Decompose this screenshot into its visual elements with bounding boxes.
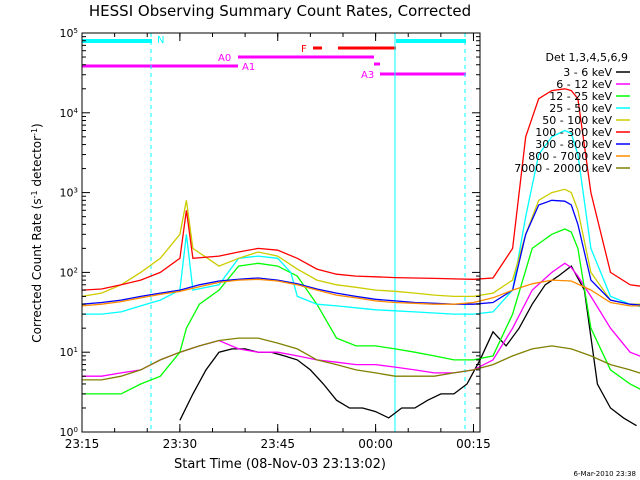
- legend-label-50-100-kev: 50 - 100 keV: [542, 114, 612, 127]
- flag-label-a3: A3: [361, 70, 374, 81]
- legend-label-25-50-kev: 25 - 50 keV: [549, 102, 612, 115]
- footer-date: 6-Mar-2010 23:38: [574, 470, 636, 478]
- y-tick-label: 100: [60, 426, 78, 439]
- series-line-3-6-kev: [179, 265, 637, 427]
- series-line-7000-20000-kev: [82, 337, 640, 381]
- series-line-300-800-kev: [81, 199, 640, 306]
- series-line-100-300-kev: [81, 88, 640, 291]
- x-tick-label: 00:00: [358, 437, 393, 451]
- series-line-50-100-kev: [81, 188, 640, 305]
- x-axis-label: Start Time (08-Nov-03 23:13:02): [174, 457, 386, 472]
- x-tick-label: 00:15: [456, 437, 491, 451]
- legend-label-7000-20000-kev: 7000 - 20000 keV: [514, 162, 612, 175]
- series-layer: [81, 88, 640, 427]
- x-tick-label: 23:30: [163, 437, 198, 451]
- chart-title: HESSI Observing Summary Count Rates, Cor…: [89, 2, 471, 20]
- series-line-12-25-kev: [82, 228, 640, 395]
- legend-label-6-12-kev: 6 - 12 keV: [556, 78, 612, 91]
- y-tick-label: 104: [60, 107, 79, 120]
- y-tick-label: 103: [60, 187, 78, 200]
- flag-label-a0: A0: [218, 53, 231, 64]
- y-tick-label: 102: [60, 266, 78, 279]
- legend-label-12-25-kev: 12 - 25 keV: [549, 90, 612, 103]
- plot-frame: [81, 32, 481, 433]
- y-tick-label: 105: [60, 27, 78, 40]
- x-tick-label: 23:45: [260, 437, 295, 451]
- flag-label-a1: A1: [242, 62, 255, 73]
- legend-label-800-7000-kev: 800 - 7000 keV: [528, 150, 612, 163]
- y-tick-label: 101: [60, 346, 78, 359]
- legend-label-3-6-kev: 3 - 6 keV: [563, 66, 612, 79]
- legend-label-300-800-kev: 300 - 800 keV: [535, 138, 612, 151]
- series-line-800-7000-kev: [81, 278, 640, 307]
- flag-label-n: N: [157, 35, 164, 46]
- flag-label-f: F: [301, 44, 307, 55]
- y-axis-label: Corrected Count Rate (s-1 detector-1): [30, 123, 45, 342]
- legend-label-100-300-kev: 100 - 300 keV: [535, 126, 612, 139]
- series-line-25-50-kev: [82, 129, 640, 315]
- x-tick-label: 23:15: [65, 437, 100, 451]
- legend-title: Det 1,3,4,5,6,9: [545, 51, 628, 64]
